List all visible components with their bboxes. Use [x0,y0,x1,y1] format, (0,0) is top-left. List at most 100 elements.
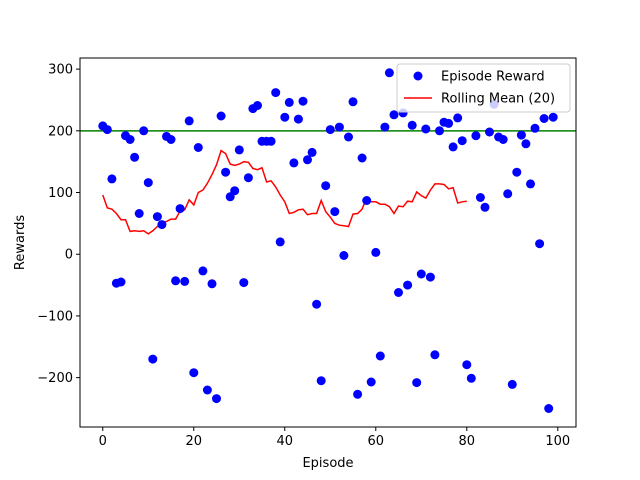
episode-reward-point [425,272,435,282]
episode-reward-point [548,112,558,122]
x-tick-label: 60 [368,434,385,449]
episode-reward-point [530,123,540,133]
episode-reward-point [180,276,190,286]
x-tick-label: 0 [99,434,107,449]
episode-reward-point [435,126,444,136]
episode-reward-point [412,378,422,388]
episode-reward-point [394,288,403,297]
legend-label-episode-reward: Episode Reward [441,70,545,85]
episode-reward-point [230,186,240,196]
episode-reward-point [407,120,417,130]
episode-reward-point [243,173,253,183]
episode-reward-point [389,110,399,120]
episode-reward-point [330,207,340,217]
x-tick-label: 100 [545,434,570,449]
episode-reward-point [298,96,308,106]
legend: Episode Reward Rolling Mean (20) [396,63,571,113]
episode-reward-point [207,279,217,289]
episode-reward-point [462,360,472,370]
y-tick-label: 100 [48,186,73,201]
episode-reward-point [444,118,454,128]
episode-reward-point [139,126,149,136]
episode-reward-point [125,135,135,144]
episode-reward-point [280,112,290,122]
episode-reward-point [480,202,490,212]
episode-reward-point [403,280,413,290]
episode-reward-point [171,276,181,286]
episode-reward-point [353,389,363,399]
episode-reward-point [266,136,276,146]
legend-label-rolling-mean: Rolling Mean (20) [441,92,555,107]
episode-reward-point [362,196,372,205]
episode-reward-point [366,377,376,387]
episode-reward-point [216,111,226,121]
episode-reward-point [521,139,531,149]
episode-reward-point [544,404,554,413]
episode-reward-point [448,142,458,152]
x-tick-label: 40 [276,434,293,449]
rolling-mean-layer [102,149,467,235]
episode-reward-point [475,193,485,202]
episode-reward-point [375,351,385,361]
legend-marker-episode-reward [413,71,423,81]
episode-reward-point [453,113,463,123]
episode-reward-point [289,158,299,168]
x-tick-label: 20 [185,434,202,449]
episode-reward-point [102,125,112,135]
episode-reward-point [380,122,390,132]
rolling-mean-line [102,149,467,235]
episode-reward-point [339,251,349,260]
plot-area-frame [79,57,577,428]
x-axis-label: Episode [302,456,353,471]
episode-reward-point [371,247,381,257]
episode-reward-point [539,114,549,123]
y-tick-label: −200 [37,371,73,386]
episode-reward-point [134,209,144,218]
episode-reward-point [503,189,513,199]
episode-reward-point [535,239,545,249]
episode-reward-point [198,266,208,276]
episode-reward-point [316,376,326,386]
episode-reward-point [348,97,358,107]
episode-reward-point [184,116,194,126]
y-axis-label: Rewards [13,215,28,270]
episode-reward-point [193,143,203,152]
episode-reward-point [430,350,440,360]
x-tick-label: 80 [459,434,476,449]
episode-reward-point [148,354,158,364]
episode-reward-point [516,130,526,140]
episode-reward-point [357,153,367,163]
episode-reward-point [175,204,185,214]
episode-reward-point [166,135,176,144]
episode-reward-point [312,299,322,309]
episode-reward-point [152,212,162,222]
episode-reward-point [239,278,249,288]
episode-reward-point [143,178,153,188]
episode-reward-point [202,385,212,395]
episode-reward-point [321,181,331,191]
episode-reward-point [384,68,394,78]
y-tick-label: 200 [48,124,73,139]
y-tick-label: 300 [48,63,73,78]
episode-reward-layer [98,68,558,413]
episode-reward-point [498,135,508,144]
episode-reward-point [325,125,335,135]
episode-reward-point [275,237,285,247]
episode-reward-point [512,167,522,177]
episode-reward-point [303,155,312,165]
episode-reward-point [307,147,317,157]
episode-reward-point [271,88,281,98]
x-axis-ticks: 0 20 40 60 80 100 [99,427,570,449]
episode-reward-point [234,145,244,155]
episode-reward-point [466,373,476,383]
y-tick-label: −100 [37,309,73,324]
episode-reward-point [334,122,344,132]
y-tick-label: 0 [65,248,73,263]
episode-reward-point [284,97,294,107]
episode-reward-point [253,101,262,110]
legend-box [396,63,571,113]
episode-reward-point [130,152,140,162]
episode-reward-point [507,379,517,389]
y-axis-ticks: −200 −100 0 100 200 300 [37,63,80,386]
episode-reward-point [471,131,481,141]
